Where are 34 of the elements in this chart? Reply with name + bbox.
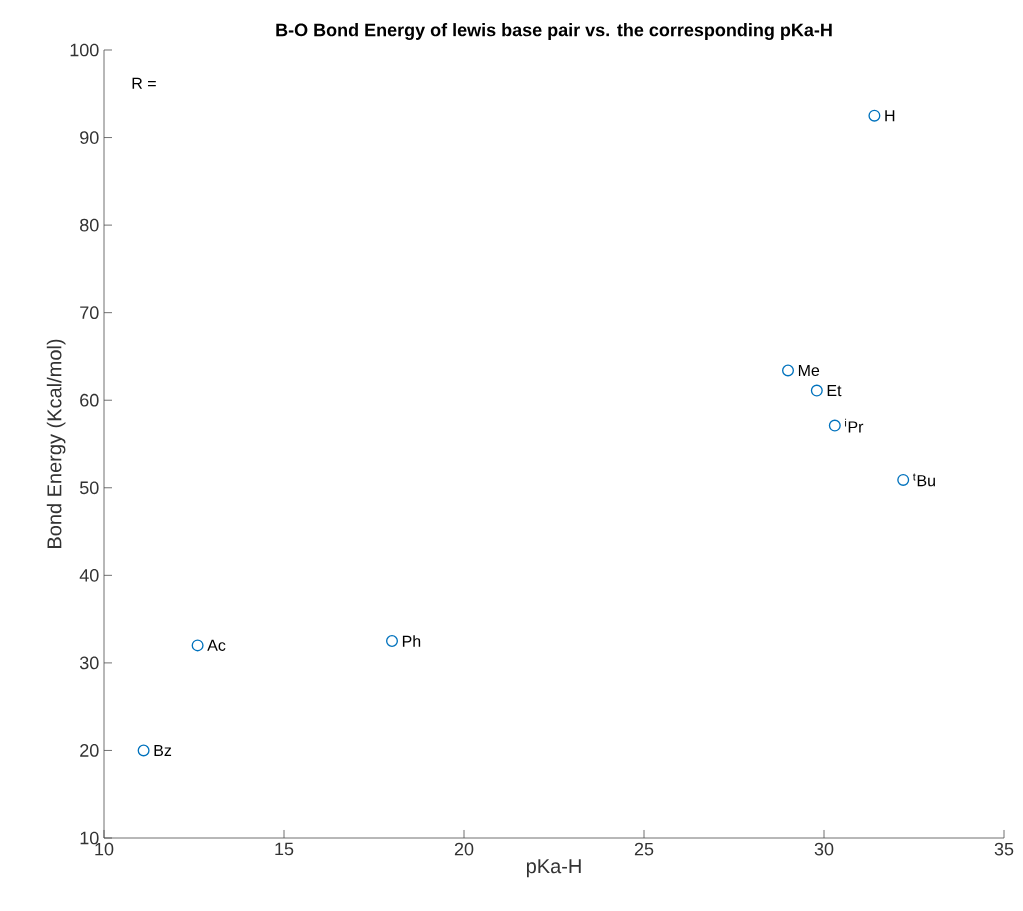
x-axis-title: pKa-H	[526, 859, 581, 878]
annotation: Me	[798, 364, 820, 377]
point	[828, 419, 841, 432]
y-tick-label: 70	[80, 306, 99, 320]
x-tick-label: 30	[814, 842, 834, 856]
annotation: R =	[132, 77, 156, 89]
x-tick-label: 15	[275, 842, 294, 856]
point	[810, 384, 823, 397]
annotation: $^{t}$Bu	[912, 473, 935, 487]
y-tick-label: 100	[70, 43, 99, 57]
point	[782, 364, 795, 377]
annotation: $^{i}$Pr	[845, 418, 864, 433]
x-tick-label: 25	[634, 842, 654, 856]
y-tick-label: 40	[79, 568, 99, 582]
y-axis-title: Bond Energy (Kcal/mol)	[46, 339, 66, 548]
point	[868, 109, 881, 122]
point	[137, 744, 150, 757]
x-tick-label: 20	[454, 842, 474, 856]
annotation: H	[885, 110, 895, 122]
point	[386, 635, 399, 647]
point	[897, 473, 910, 486]
annotation: Bz	[154, 744, 172, 756]
y-tick-label: 50	[79, 481, 99, 495]
x-tick-label: 35	[994, 842, 1014, 856]
annotation: Et	[827, 385, 842, 397]
y-tick-label: 90	[80, 131, 99, 144]
point	[191, 639, 204, 652]
annotation: Ac	[207, 639, 226, 651]
y-tick-label: 80	[80, 218, 99, 232]
annotation: Ph	[402, 635, 421, 647]
y-tick-label: 20	[80, 744, 99, 757]
chart-title: B-O Bond Energy of lewis base pair vs. the corresponding pKa-H	[276, 23, 832, 40]
y-tick-label: 60	[80, 393, 99, 407]
y-tick-label: 30	[79, 656, 99, 670]
